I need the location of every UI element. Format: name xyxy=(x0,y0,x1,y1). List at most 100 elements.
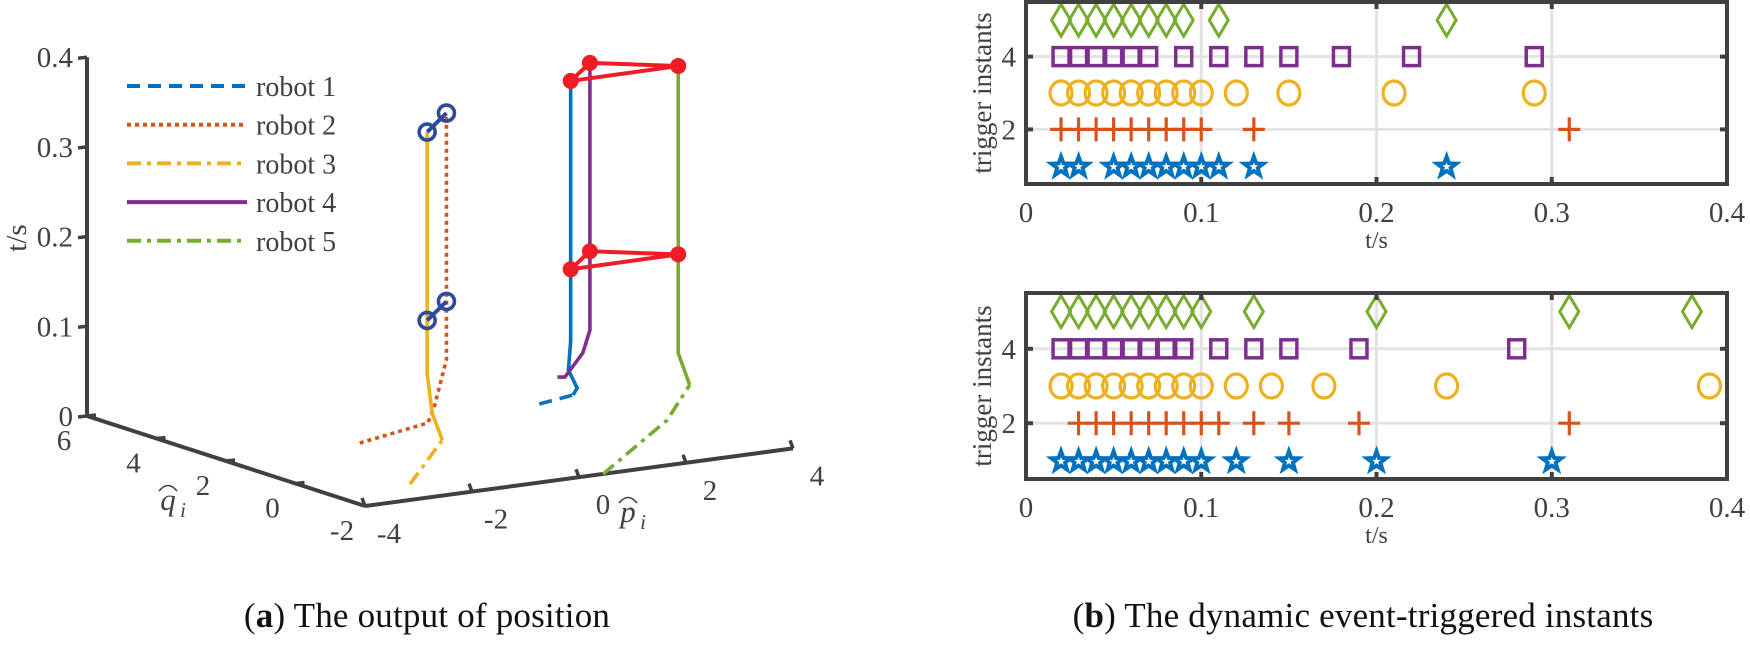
formation-marker xyxy=(562,261,579,278)
marker-diamond-robot-5 xyxy=(1137,1,1160,40)
formation-link xyxy=(569,249,679,272)
t-axis-label: t/s xyxy=(1,224,33,251)
trajectory-3 xyxy=(425,132,445,441)
marker-diamond-robot-5 xyxy=(1049,292,1073,331)
marker-circle-robot-3 xyxy=(1223,79,1249,107)
marker-diamond-robot-5 xyxy=(1172,292,1195,331)
trajectory-5 xyxy=(676,65,692,386)
y-axis-label: trigger instants xyxy=(967,12,997,173)
marker-diamond-robot-5 xyxy=(1084,292,1108,331)
marker-circle-robot-3 xyxy=(1381,79,1407,107)
marker-circle-robot-3 xyxy=(1171,372,1197,400)
trajectory-1 xyxy=(566,80,580,396)
marker-diamond-robot-5 xyxy=(1154,1,1178,40)
marker-square-robot-4 xyxy=(1279,338,1299,360)
y-tick-label: 4 xyxy=(1002,334,1017,366)
marker-square-robot-4 xyxy=(1506,338,1527,360)
marker-star-robot-1-center xyxy=(1161,456,1171,465)
marker-circle-robot-3 xyxy=(1065,79,1092,107)
legend-label-robot-2: robot 2 xyxy=(256,111,336,142)
marker-star-robot-1-center xyxy=(1214,162,1224,171)
marker-square-robot-4 xyxy=(1173,45,1194,68)
y-tick-label: 2 xyxy=(1002,114,1017,146)
p-tick-label: 2 xyxy=(703,475,718,507)
marker-star-robot-1-center xyxy=(1179,162,1188,171)
p-tick-label: 4 xyxy=(810,460,825,492)
x-axis-label: t/s xyxy=(1365,523,1388,549)
marker-circle-robot-3 xyxy=(1311,372,1337,400)
formation-marker xyxy=(436,291,457,312)
formation-marker xyxy=(562,72,579,89)
trajectory-3-initial xyxy=(408,439,444,486)
q-axis-label-hat xyxy=(158,484,178,492)
marker-star-robot-1-center xyxy=(1056,162,1066,171)
marker-diamond-robot-5 xyxy=(1102,1,1125,40)
q-axis-tick xyxy=(364,503,375,508)
t-tick-label: 0.1 xyxy=(37,311,73,343)
marker-plus-robot-2 xyxy=(1242,117,1265,142)
trigger-instants-plot-top: 0 0.1 0.2 0.3 0.4 2 4 t/s trigger instants xyxy=(967,0,1746,254)
q-tick-label: 2 xyxy=(196,470,211,502)
p-axis-label-subscript: i xyxy=(640,510,646,534)
marker-diamond-robot-5 xyxy=(1680,292,1704,331)
marker-star-robot-1-center xyxy=(1056,456,1066,465)
formation-link xyxy=(425,299,448,322)
q-axis-label-subscript: i xyxy=(180,498,186,522)
marker-circle-robot-3 xyxy=(1696,372,1723,400)
caption-a: (a) The output of position xyxy=(243,596,611,635)
legend-label-robot-5: robot 5 xyxy=(256,227,336,258)
marker-plus-robot-2 xyxy=(1558,411,1581,436)
marker-circle-robot-3 xyxy=(1153,372,1179,400)
marker-circle-robot-3 xyxy=(1188,372,1214,400)
caption-a-label: a xyxy=(255,596,274,635)
marker-diamond-robot-5 xyxy=(1102,292,1125,331)
marker-diamond-robot-5 xyxy=(1207,1,1231,40)
formation-marker xyxy=(436,103,457,123)
formation-marker xyxy=(581,54,598,71)
q-tick-label: 0 xyxy=(265,493,280,525)
marker-star-robot-1-center xyxy=(1144,162,1153,171)
marker-square-robot-4 xyxy=(1401,45,1422,68)
marker-diamond-robot-5 xyxy=(1242,292,1266,331)
marker-square-robot-4 xyxy=(1244,338,1264,360)
marker-star-robot-1-center xyxy=(1109,162,1118,171)
x-tick-label: 0 xyxy=(1019,492,1034,524)
marker-star-robot-1-center xyxy=(1074,456,1083,465)
marker-diamond-robot-5 xyxy=(1365,292,1388,331)
marker-star-robot-1-center xyxy=(1126,456,1136,465)
trajectory-1-initial xyxy=(538,393,574,406)
marker-square-robot-4 xyxy=(1279,45,1299,68)
marker-plus-robot-2 xyxy=(1347,411,1370,436)
x-axis-label: t/s xyxy=(1365,228,1388,254)
marker-star-robot-1-center xyxy=(1126,162,1136,171)
marker-diamond-robot-5 xyxy=(1558,292,1581,331)
q-tick-label: 4 xyxy=(126,448,141,480)
marker-diamond-robot-5 xyxy=(1119,1,1143,40)
marker-circle-robot-3 xyxy=(1101,372,1127,400)
marker-circle-robot-3 xyxy=(1136,79,1162,107)
marker-star-robot-1-center xyxy=(1197,456,1206,465)
marker-diamond-robot-5 xyxy=(1154,292,1178,331)
p-axis-tick xyxy=(788,439,795,450)
marker-circle-robot-3 xyxy=(1223,372,1249,400)
x-tick-label: 0.2 xyxy=(1358,492,1394,524)
marker-plus-robot-2 xyxy=(1207,411,1230,436)
q-axis-tick xyxy=(225,458,236,463)
q-axis-tick xyxy=(295,480,305,486)
t-axis-tick xyxy=(77,55,88,60)
t-axis-tick xyxy=(77,145,88,150)
formation-marker xyxy=(670,57,687,74)
legend-label-robot-3: robot 3 xyxy=(256,149,336,180)
t-tick-label: 0.2 xyxy=(37,222,73,254)
t-axis-tick xyxy=(77,324,88,330)
p-tick-label: -2 xyxy=(484,504,508,536)
marker-star-robot-1-center xyxy=(1249,162,1259,171)
marker-square-robot-4 xyxy=(1524,45,1544,68)
formation-link xyxy=(569,60,679,83)
x-tick-label: 0.4 xyxy=(1709,197,1746,229)
formation-marker xyxy=(581,243,598,260)
marker-diamond-robot-5 xyxy=(1119,292,1143,331)
caption-b: (b) The dynamic event-triggered instants xyxy=(1072,596,1654,635)
legend-label-robot-4: robot 4 xyxy=(256,188,336,219)
q-tick-label: 6 xyxy=(57,425,72,457)
